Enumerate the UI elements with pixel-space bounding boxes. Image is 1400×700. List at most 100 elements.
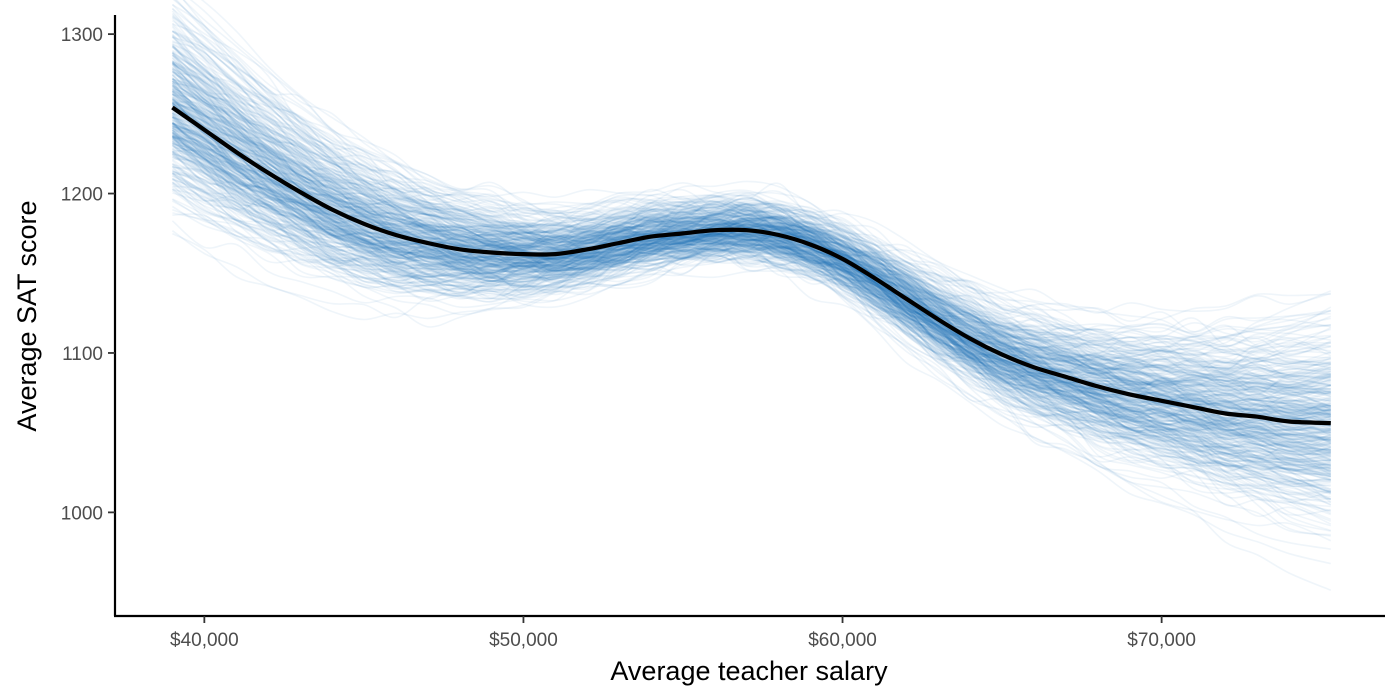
posterior-draw-line — [172, 79, 1331, 426]
posterior-draw-line — [171, 35, 1331, 412]
posterior-draw-line — [171, 139, 1332, 451]
posterior-draw-line — [172, 119, 1331, 449]
posterior-draw-line — [171, 45, 1331, 465]
posterior-draw-line — [171, 124, 1331, 536]
posterior-draw-line — [172, 134, 1331, 436]
posterior-draw-line — [172, 232, 1331, 431]
posterior-draw-line — [182, 0, 1331, 348]
posterior-draw-line — [171, 62, 1331, 429]
posterior-draw-line — [172, 113, 1331, 447]
posterior-draw-line — [172, 84, 1331, 396]
posterior-draw-line — [171, 93, 1332, 416]
posterior-draw-line — [172, 115, 1331, 386]
posterior-draw-line — [171, 61, 1331, 449]
posterior-draw-line — [171, 160, 1331, 428]
posterior-draw-line — [171, 63, 1332, 495]
x-ticks: $40,000 $50,000 $60,000 $70,000 — [170, 616, 1196, 651]
posterior-draw-line — [171, 102, 1331, 398]
posterior-draw-line — [171, 104, 1331, 397]
posterior-draw-line — [171, 52, 1332, 431]
posterior-draw-line — [171, 114, 1331, 416]
posterior-draw-line — [172, 124, 1331, 488]
posterior-draw-line — [171, 90, 1331, 434]
posterior-draw-line — [172, 209, 1331, 532]
posterior-draw-line — [171, 112, 1332, 472]
posterior-draw-line — [171, 129, 1331, 478]
posterior-draw-line — [171, 70, 1331, 421]
posterior-draw-line — [171, 135, 1332, 460]
posterior-draw-line — [172, 130, 1331, 422]
posterior-draw-line — [172, 155, 1331, 467]
posterior-draw-line — [171, 172, 1331, 383]
posterior-draw-line — [171, 188, 1331, 415]
posterior-draw-line — [171, 107, 1331, 419]
posterior-draw-line — [171, 120, 1331, 490]
posterior-draw-line — [171, 98, 1331, 457]
posterior-draw-line — [171, 101, 1331, 410]
posterior-draw-line — [171, 144, 1331, 438]
posterior-draw-line — [171, 60, 1332, 474]
posterior-draw-line — [171, 100, 1331, 375]
posterior-draw-line — [171, 133, 1331, 451]
posterior-draw-line — [171, 60, 1332, 352]
posterior-draw-line — [171, 85, 1331, 383]
posterior-draw-line — [171, 129, 1332, 504]
posterior-draw-line — [172, 150, 1331, 470]
posterior-draw-line — [171, 3, 1332, 478]
posterior-draw-line — [172, 86, 1331, 428]
posterior-draw-line — [172, 112, 1331, 358]
posterior-draw-line — [172, 101, 1331, 416]
posterior-draw-line — [172, 71, 1331, 389]
posterior-draw-line — [171, 78, 1332, 405]
posterior-draw-line — [171, 177, 1331, 424]
x-axis-title: Average teacher salary — [610, 656, 888, 686]
posterior-draw-line — [172, 166, 1331, 471]
posterior-draw-line — [171, 52, 1332, 476]
y-tick-label: 1100 — [62, 344, 103, 365]
posterior-draw-line — [172, 185, 1331, 453]
posterior-draw-line — [171, 93, 1332, 398]
posterior-draw-line — [172, 78, 1331, 475]
posterior-draw-line — [171, 116, 1331, 376]
posterior-draw-line — [200, 0, 1332, 353]
posterior-draw-line — [172, 0, 1331, 398]
posterior-draw-line — [171, 129, 1331, 462]
posterior-draw-line — [171, 60, 1332, 475]
posterior-draw-line — [171, 126, 1331, 343]
posterior-draw-line — [171, 131, 1331, 399]
posterior-draw-line — [171, 84, 1331, 402]
posterior-draw-line — [171, 90, 1332, 427]
posterior-draw-line — [172, 132, 1331, 440]
posterior-draw-line — [172, 137, 1331, 417]
posterior-draw-line — [172, 157, 1331, 473]
posterior-draw-line — [171, 69, 1332, 393]
posterior-draw-line — [172, 122, 1332, 354]
posterior-draw-line — [171, 30, 1332, 443]
posterior-draw-line — [172, 135, 1331, 481]
posterior-draw-line — [172, 30, 1331, 411]
posterior-draw-line — [172, 41, 1331, 460]
y-axis-title: Average SAT score — [12, 200, 42, 431]
posterior-draw-line — [172, 152, 1331, 537]
posterior-draw-line — [182, 0, 1331, 352]
posterior-draw-line — [171, 35, 1331, 441]
posterior-draw-line — [171, 116, 1331, 418]
posterior-draw-line — [171, 14, 1331, 500]
posterior-draw-line — [171, 61, 1331, 358]
posterior-draw-line — [171, 102, 1331, 380]
posterior-draw-line — [171, 139, 1332, 420]
posterior-draw-line — [172, 142, 1332, 492]
posterior-draw-line — [172, 156, 1331, 466]
posterior-draw-line — [172, 98, 1331, 494]
posterior-draw-line — [172, 112, 1331, 413]
posterior-draw-line — [171, 52, 1331, 393]
posterior-draw-line — [172, 140, 1331, 453]
posterior-draw-line — [189, 0, 1331, 360]
posterior-draw-line — [171, 78, 1332, 386]
posterior-draw-line — [172, 137, 1331, 392]
posterior-draw-line — [171, 36, 1331, 390]
posterior-draw-line — [172, 132, 1331, 473]
posterior-draw-line — [172, 170, 1331, 477]
posterior-draw-line — [172, 93, 1331, 475]
y-tick-label: 1000 — [61, 503, 103, 524]
